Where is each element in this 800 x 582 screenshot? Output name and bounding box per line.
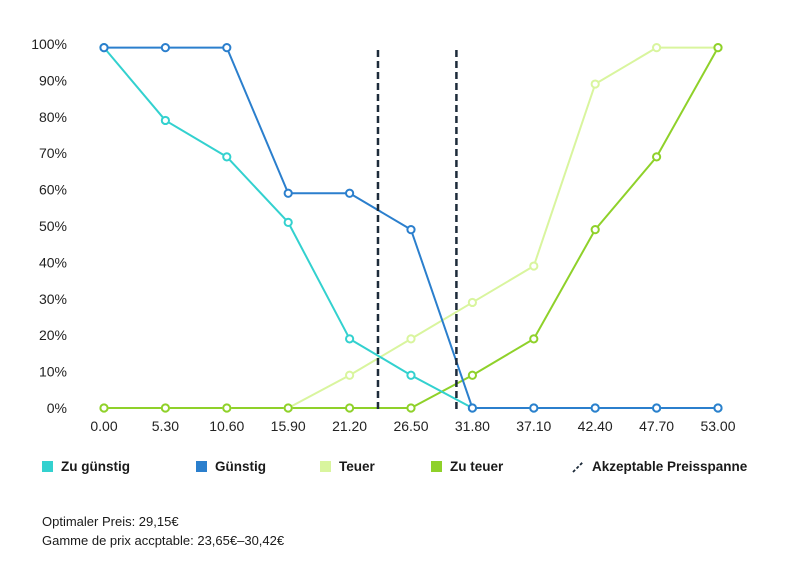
legend-swatch-zu-teuer bbox=[431, 461, 442, 472]
legend-label-zu-guenstig: Zu günstig bbox=[61, 459, 130, 474]
data-point-guenstig bbox=[529, 403, 539, 413]
data-point-guenstig bbox=[160, 43, 170, 53]
price-notes: Optimaler Preis: 29,15€ Gamme de prix ac… bbox=[42, 512, 284, 550]
legend-item-zu-teuer: Zu teuer bbox=[431, 459, 503, 474]
data-point-teuer bbox=[590, 79, 600, 89]
data-point-zu-teuer bbox=[713, 43, 723, 53]
y-tick-label: 70% bbox=[39, 145, 67, 161]
y-tick-label: 0% bbox=[47, 400, 67, 416]
legend-label-teuer: Teuer bbox=[339, 459, 375, 474]
data-point-zu-guenstig bbox=[283, 217, 293, 227]
data-point-zu-teuer bbox=[345, 403, 355, 413]
data-point-teuer bbox=[345, 370, 355, 380]
data-point-zu-teuer bbox=[99, 403, 109, 413]
data-point-guenstig bbox=[652, 403, 662, 413]
data-point-guenstig bbox=[222, 43, 232, 53]
data-point-guenstig bbox=[713, 403, 723, 413]
data-point-zu-teuer bbox=[467, 370, 477, 380]
x-tick-label: 15.90 bbox=[271, 418, 306, 434]
data-point-guenstig bbox=[345, 188, 355, 198]
legend-swatch-guenstig bbox=[196, 461, 207, 472]
y-tick-label: 10% bbox=[39, 364, 67, 380]
y-axis-ticks: 0% 10% 20% 30% 40% 50% 60% 70% 80% 90% 100% bbox=[31, 36, 67, 416]
data-point-zu-teuer bbox=[406, 403, 416, 413]
x-tick-label: 0.00 bbox=[90, 418, 117, 434]
legend: Zu günstig Günstig Teuer Zu teuer Akzept… bbox=[42, 459, 782, 479]
x-tick-label: 26.50 bbox=[393, 418, 428, 434]
legend-swatch-zu-guenstig bbox=[42, 461, 53, 472]
legend-item-zu-guenstig: Zu günstig bbox=[42, 459, 130, 474]
data-point-zu-guenstig bbox=[160, 115, 170, 126]
data-point-teuer bbox=[652, 43, 662, 53]
dashed-line-icon bbox=[572, 460, 584, 473]
y-tick-label: 50% bbox=[39, 218, 67, 234]
data-point-zu-teuer bbox=[529, 334, 539, 344]
y-tick-label: 20% bbox=[39, 327, 67, 343]
data-point-zu-guenstig bbox=[222, 152, 232, 162]
legend-label-zu-teuer: Zu teuer bbox=[450, 459, 504, 474]
data-point-guenstig bbox=[283, 188, 293, 198]
series-markers bbox=[99, 43, 723, 413]
data-point-guenstig bbox=[99, 43, 109, 53]
data-point-zu-teuer bbox=[222, 403, 232, 413]
x-tick-label: 42.40 bbox=[578, 418, 613, 434]
legend-label-guenstig: Günstig bbox=[215, 459, 266, 474]
x-tick-label: 5.30 bbox=[152, 418, 179, 434]
data-point-teuer bbox=[406, 334, 416, 344]
legend-item-akzeptable-preisspanne: Akzeptable Preisspanne bbox=[572, 459, 747, 474]
legend-label-akzeptable-preisspanne: Akzeptable Preisspanne bbox=[592, 459, 748, 474]
y-tick-label: 40% bbox=[39, 254, 67, 270]
x-tick-label: 37.10 bbox=[516, 418, 551, 434]
y-tick-label: 30% bbox=[39, 291, 67, 307]
price-sensitivity-chart: 0% 10% 20% 30% 40% 50% 60% 70% 80% 90% 100% 0.00 5.… bbox=[31, 36, 736, 434]
data-point-zu-teuer bbox=[283, 403, 293, 413]
data-point-zu-teuer bbox=[160, 403, 170, 413]
x-tick-label: 47.70 bbox=[639, 418, 674, 434]
y-tick-label: 100% bbox=[31, 36, 67, 52]
acceptable-range-lines bbox=[376, 50, 458, 410]
optimal-price-text: Optimaler Preis: 29,15€ bbox=[42, 514, 179, 529]
data-point-guenstig bbox=[406, 225, 416, 235]
x-tick-label: 31.80 bbox=[455, 418, 490, 434]
data-point-zu-guenstig bbox=[406, 370, 416, 380]
acceptable-range-text: Gamme de prix accptable: 23,65€–30,42€ bbox=[42, 533, 285, 548]
y-tick-label: 90% bbox=[39, 72, 67, 88]
y-tick-label: 60% bbox=[39, 182, 67, 198]
data-point-teuer bbox=[529, 261, 539, 271]
x-tick-label: 10.60 bbox=[209, 418, 244, 434]
legend-swatch-teuer bbox=[320, 461, 331, 472]
data-point-teuer bbox=[467, 297, 477, 308]
x-tick-label: 21.20 bbox=[332, 418, 367, 434]
data-point-guenstig bbox=[590, 403, 600, 413]
x-axis-ticks: 0.00 5.30 10.60 15.90 21.20 26.50 31.80 37.10 42… bbox=[90, 418, 735, 434]
data-point-zu-guenstig bbox=[345, 334, 355, 344]
legend-item-teuer: Teuer bbox=[320, 459, 375, 474]
x-tick-label: 53.00 bbox=[700, 418, 735, 434]
legend-item-guenstig: Günstig bbox=[196, 459, 266, 474]
data-point-zu-teuer bbox=[652, 152, 662, 162]
data-point-guenstig bbox=[467, 403, 477, 413]
data-point-zu-teuer bbox=[590, 225, 600, 235]
y-tick-label: 80% bbox=[39, 109, 67, 125]
